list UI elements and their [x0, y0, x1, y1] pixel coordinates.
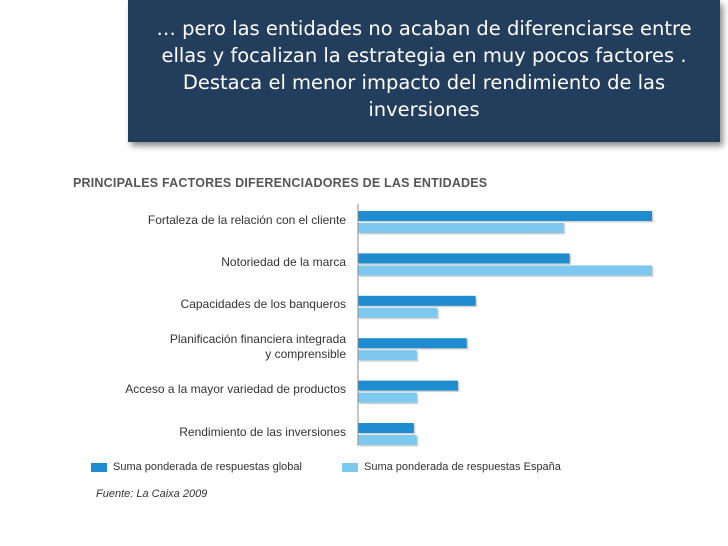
- title-banner: … pero las entidades no acaban de difere…: [128, 0, 720, 142]
- category-label-5: Rendimiento de las inversiones: [179, 425, 346, 440]
- legend-label-espana: Suma ponderada de respuestas España: [364, 461, 561, 473]
- category-label-line: Notoriedad de la marca: [221, 254, 346, 269]
- bar-global-1: [358, 253, 570, 264]
- category-label-line: Rendimiento de las inversiones: [179, 424, 346, 439]
- category-label-line: Planificación financiera integrada: [169, 332, 346, 347]
- bar-espana-0: [358, 223, 564, 233]
- legend-item-global: Suma ponderada de respuestas global: [91, 461, 302, 473]
- category-label-line: Acceso a la mayor variedad de productos: [125, 382, 346, 397]
- category-label-line: y comprensible: [265, 347, 346, 362]
- bar-global-3: [358, 338, 467, 349]
- legend-swatch-espana: [342, 462, 358, 472]
- category-label-line: Capacidades de los banqueros: [180, 297, 346, 312]
- category-label-1: Notoriedad de la marca: [221, 255, 346, 270]
- bar-global-5: [358, 423, 414, 433]
- bar-espana-4: [358, 392, 417, 403]
- bar-espana-2: [358, 307, 438, 318]
- bar-global-4: [358, 380, 458, 391]
- category-label-line: Fortaleza de la relación con el cliente: [147, 212, 346, 227]
- category-label-3: Planificación financiera integrada y comp…: [170, 332, 346, 362]
- legend-item-espana: Suma ponderada de respuestas España: [342, 461, 561, 473]
- bar-espana-5: [358, 435, 417, 445]
- legend-label-global: Suma ponderada de respuestas global: [113, 461, 302, 473]
- legend-swatch-global: [91, 462, 107, 472]
- category-label-2: Capacidades de los banqueros: [181, 297, 346, 312]
- source-note: Fuente: La Caixa 2009: [96, 488, 208, 500]
- bar-global-0: [358, 211, 652, 221]
- bar-global-2: [358, 295, 476, 306]
- bar-espana-3: [358, 350, 417, 361]
- category-label-4: Acceso a la mayor variedad de productos: [125, 382, 346, 397]
- category-label-0: Fortaleza de la relación con el cliente: [148, 213, 346, 228]
- chart-title-text: PRINCIPALES FACTORES DIFERENCIADORES DE …: [73, 176, 488, 190]
- banner-text: … pero las entidades no acaban de difere…: [156, 17, 692, 121]
- bar-espana-1: [358, 265, 652, 276]
- chart-title: PRINCIPALES FACTORES DIFERENCIADORES DE …: [73, 176, 487, 190]
